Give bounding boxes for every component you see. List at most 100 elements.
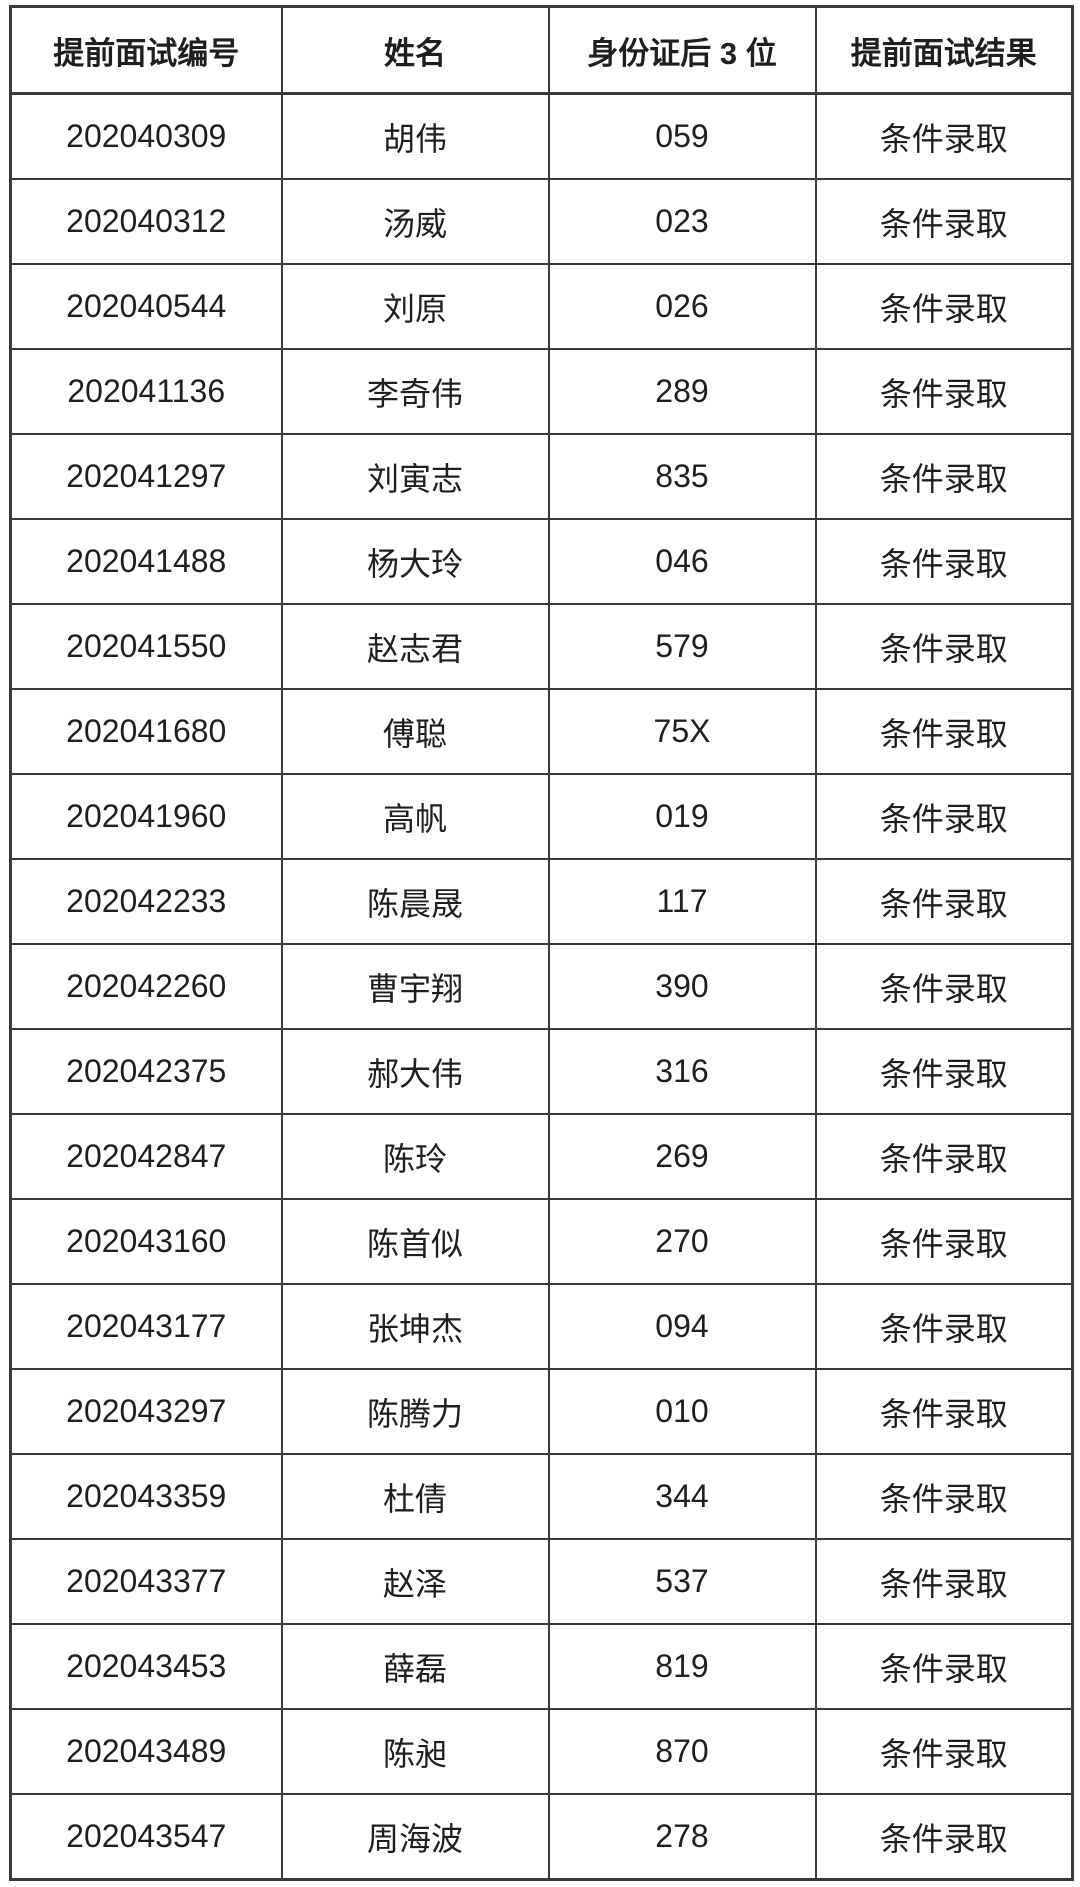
table-row: 202042847 陈玲 269 条件录取: [9, 1113, 1074, 1200]
cell-id-last3: 026: [547, 263, 817, 350]
cell-id-last3: 579: [547, 603, 817, 690]
cell-result: 条件录取: [814, 943, 1074, 1030]
header-cell-interview-id: 提前面试编号: [9, 5, 283, 95]
cell-interview-id: 202043453: [9, 1623, 283, 1710]
cell-interview-id: 202043177: [9, 1283, 283, 1370]
cell-result: 条件录取: [814, 1453, 1074, 1540]
cell-name: 陈昶: [280, 1708, 550, 1795]
cell-name: 陈晨晟: [280, 858, 550, 945]
cell-name: 刘原: [280, 263, 550, 350]
cell-name: 张坤杰: [280, 1283, 550, 1370]
header-cell-id-last3: 身份证后 3 位: [547, 5, 817, 95]
table-header-row: 提前面试编号 姓名 身份证后 3 位 提前面试结果: [9, 5, 1074, 95]
table-row: 202043297 陈腾力 010 条件录取: [9, 1368, 1074, 1455]
table-row: 202043377 赵泽 537 条件录取: [9, 1538, 1074, 1625]
cell-interview-id: 202043297: [9, 1368, 283, 1455]
table-row: 202041297 刘寅志 835 条件录取: [9, 433, 1074, 520]
cell-result: 条件录取: [814, 1198, 1074, 1285]
table-row: 202042375 郝大伟 316 条件录取: [9, 1028, 1074, 1115]
cell-interview-id: 202040312: [9, 178, 283, 265]
cell-name: 刘寅志: [280, 433, 550, 520]
cell-result: 条件录取: [814, 773, 1074, 860]
table-row: 202041488 杨大玲 046 条件录取: [9, 518, 1074, 605]
cell-id-last3: 269: [547, 1113, 817, 1200]
table-body: 202040309 胡伟 059 条件录取 202040312 汤威 023 条件录取 2020…: [9, 92, 1074, 1881]
table-row: 202040309 胡伟 059 条件录取: [9, 92, 1074, 180]
cell-result: 条件录取: [814, 603, 1074, 690]
cell-result: 条件录取: [814, 1028, 1074, 1115]
cell-name: 薛磊: [280, 1623, 550, 1710]
cell-name: 胡伟: [280, 92, 550, 180]
cell-result: 条件录取: [814, 1538, 1074, 1625]
cell-name: 周海波: [280, 1793, 550, 1881]
cell-result: 条件录取: [814, 1283, 1074, 1370]
cell-id-last3: 010: [547, 1368, 817, 1455]
cell-interview-id: 202041136: [9, 348, 283, 435]
cell-name: 傅聪: [280, 688, 550, 775]
cell-name: 曹宇翔: [280, 943, 550, 1030]
cell-id-last3: 75X: [547, 688, 817, 775]
table-row: 202043177 张坤杰 094 条件录取: [9, 1283, 1074, 1370]
cell-interview-id: 202043359: [9, 1453, 283, 1540]
cell-id-last3: 019: [547, 773, 817, 860]
cell-result: 条件录取: [814, 1623, 1074, 1710]
cell-id-last3: 117: [547, 858, 817, 945]
cell-name: 高帆: [280, 773, 550, 860]
table-row: 202043489 陈昶 870 条件录取: [9, 1708, 1074, 1795]
cell-result: 条件录取: [814, 1708, 1074, 1795]
cell-interview-id: 202042847: [9, 1113, 283, 1200]
cell-result: 条件录取: [814, 348, 1074, 435]
table-row: 202041136 李奇伟 289 条件录取: [9, 348, 1074, 435]
cell-id-last3: 046: [547, 518, 817, 605]
cell-result: 条件录取: [814, 263, 1074, 350]
cell-id-last3: 316: [547, 1028, 817, 1115]
cell-interview-id: 202041297: [9, 433, 283, 520]
cell-name: 赵泽: [280, 1538, 550, 1625]
cell-interview-id: 202043489: [9, 1708, 283, 1795]
cell-id-last3: 270: [547, 1198, 817, 1285]
cell-id-last3: 059: [547, 92, 817, 180]
cell-name: 汤威: [280, 178, 550, 265]
cell-interview-id: 202041488: [9, 518, 283, 605]
cell-id-last3: 870: [547, 1708, 817, 1795]
header-cell-result: 提前面试结果: [814, 5, 1074, 95]
cell-interview-id: 202043547: [9, 1793, 283, 1881]
cell-id-last3: 819: [547, 1623, 817, 1710]
interview-results-table: 提前面试编号 姓名 身份证后 3 位 提前面试结果 202040309 胡伟 059…: [9, 5, 1074, 1881]
cell-result: 条件录取: [814, 518, 1074, 605]
cell-result: 条件录取: [814, 1113, 1074, 1200]
table-row: 202041960 高帆 019 条件录取: [9, 773, 1074, 860]
cell-id-last3: 537: [547, 1538, 817, 1625]
cell-interview-id: 202042375: [9, 1028, 283, 1115]
cell-id-last3: 344: [547, 1453, 817, 1540]
table-row: 202043160 陈首似 270 条件录取: [9, 1198, 1074, 1285]
cell-interview-id: 202041960: [9, 773, 283, 860]
cell-name: 李奇伟: [280, 348, 550, 435]
table-row: 202042260 曹宇翔 390 条件录取: [9, 943, 1074, 1030]
table-row: 202040544 刘原 026 条件录取: [9, 263, 1074, 350]
cell-name: 陈腾力: [280, 1368, 550, 1455]
table-row: 202043359 杜倩 344 条件录取: [9, 1453, 1074, 1540]
table-row: 202041550 赵志君 579 条件录取: [9, 603, 1074, 690]
cell-interview-id: 202041680: [9, 688, 283, 775]
header-cell-name: 姓名: [280, 5, 550, 95]
table-row: 202042233 陈晨晟 117 条件录取: [9, 858, 1074, 945]
cell-id-last3: 023: [547, 178, 817, 265]
cell-id-last3: 278: [547, 1793, 817, 1881]
cell-result: 条件录取: [814, 1793, 1074, 1881]
cell-name: 陈首似: [280, 1198, 550, 1285]
cell-id-last3: 094: [547, 1283, 817, 1370]
cell-result: 条件录取: [814, 433, 1074, 520]
table-row: 202040312 汤威 023 条件录取: [9, 178, 1074, 265]
table-row: 202043547 周海波 278 条件录取: [9, 1793, 1074, 1881]
cell-result: 条件录取: [814, 92, 1074, 180]
table-row: 202043453 薛磊 819 条件录取: [9, 1623, 1074, 1710]
cell-result: 条件录取: [814, 688, 1074, 775]
cell-interview-id: 202043377: [9, 1538, 283, 1625]
cell-interview-id: 202040309: [9, 92, 283, 180]
cell-result: 条件录取: [814, 1368, 1074, 1455]
cell-interview-id: 202043160: [9, 1198, 283, 1285]
table-row: 202041680 傅聪 75X 条件录取: [9, 688, 1074, 775]
cell-interview-id: 202041550: [9, 603, 283, 690]
